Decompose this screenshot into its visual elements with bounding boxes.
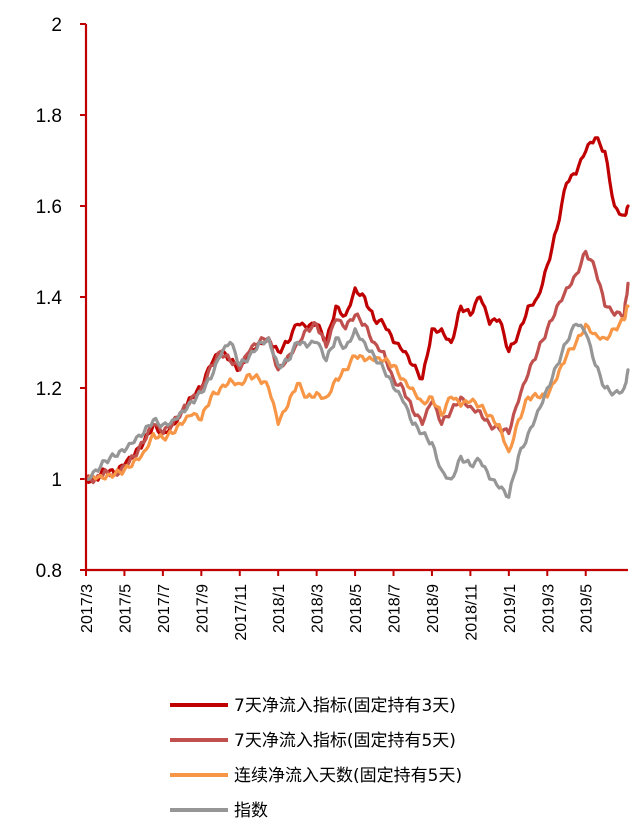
x-tick-label: 2018/11 [463, 584, 480, 641]
y-axis-ticks: 0.8 1 1.2 1.4 1.6 1.8 2 [36, 15, 86, 582]
legend-label-1: 7天净流入指标(固定持有5天) [234, 731, 456, 751]
y-tick-label: 1.6 [36, 197, 62, 218]
y-tick-label: 2 [51, 15, 62, 36]
legend-label-3: 指数 [234, 801, 268, 821]
x-tick-label: 2019/1 [502, 584, 519, 633]
series-line-1 [84, 249, 630, 485]
legend: 7天净流入指标(固定持有3天) 7天净流入指标(固定持有5天) 连续净流入天数(固定… [170, 696, 462, 821]
y-tick-label: 0.8 [36, 561, 62, 582]
y-tick-label: 1 [51, 470, 62, 491]
x-tick-label: 2017/7 [156, 584, 173, 633]
series-line-3 [84, 322, 630, 499]
x-tick-label: 2018/1 [271, 584, 288, 633]
x-tick-label: 2019/3 [540, 584, 557, 633]
x-tick-label: 2017/9 [194, 584, 211, 633]
x-tick-label: 2017/11 [233, 584, 250, 641]
series-line-0 [84, 136, 630, 484]
x-axis-ticks: 2017/3 2017/5 2017/7 2017/9 2017/11 2018/1 201… [79, 570, 596, 641]
x-tick-label: 2018/3 [310, 584, 327, 633]
x-tick-label: 2019/5 [579, 584, 596, 633]
legend-label-2: 连续净流入天数(固定持有5天) [234, 766, 462, 786]
y-tick-label: 1.2 [36, 379, 62, 400]
x-tick-label: 2018/9 [425, 584, 442, 633]
series-line-2 [84, 304, 630, 481]
y-tick-label: 1.4 [36, 288, 63, 309]
series-lines [84, 136, 630, 499]
legend-label-0: 7天净流入指标(固定持有3天) [234, 696, 456, 716]
y-tick-label: 1.8 [36, 106, 62, 127]
x-tick-label: 2018/5 [348, 584, 365, 633]
x-tick-label: 2018/7 [387, 584, 404, 633]
x-tick-label: 2017/3 [79, 584, 96, 633]
x-tick-label: 2017/5 [117, 584, 134, 633]
